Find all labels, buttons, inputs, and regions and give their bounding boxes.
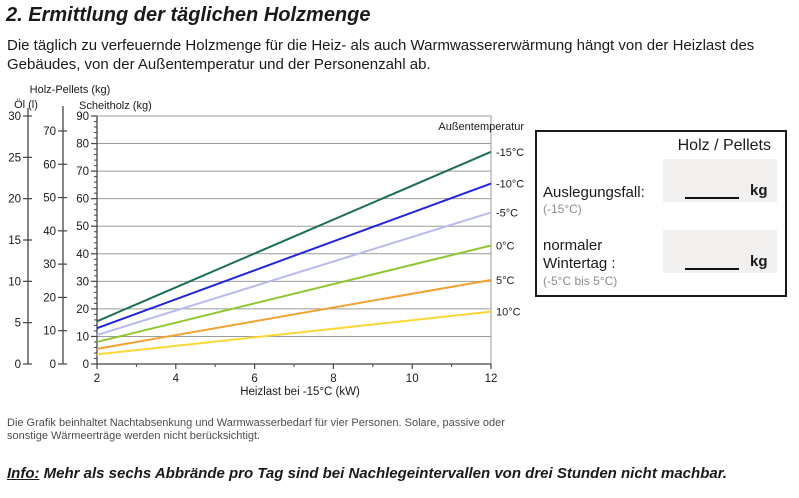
worksheet-header: Holz / Pellets [677,137,771,154]
x-tick-label: 8 [330,373,336,385]
wintertag-input-field[interactable] [663,230,777,273]
info-text: Mehr als sechs Abbrände pro Tag sind bei… [43,465,727,482]
chart-footnote: Die Grafik beinhaltet Nachtabsenkung und… [7,417,505,442]
series-line-5°C [96,278,492,350]
oel-axis-title: Öl (l) [14,99,38,111]
pellets-tick-label: 40 [43,226,56,238]
legend-title: Außentemperatur [438,121,524,133]
series-label: -10°C [496,179,524,191]
x-tick-label: 4 [173,373,180,385]
oel-tick-label: 30 [8,111,21,123]
pellets-axis-title: Holz-Pellets (kg) [30,84,111,96]
oel-tick-label: 25 [8,152,21,164]
scheitholz-axis-title: Scheitholz (kg) [79,100,152,112]
label-line: normaler [543,237,603,254]
series-label: -15°C [496,147,524,159]
scheitholz-tick-label: 50 [76,221,89,233]
label-line: Auslegungsfall: [543,184,645,201]
scheitholz-tick-label: 20 [76,304,89,316]
auslegungsfall-sublabel: (-15°C) [543,202,582,216]
x-axis-title: Heizlast bei -15°C (kW) [240,386,360,398]
oel-tick-label: 10 [8,276,21,288]
x-tick-label: 12 [485,373,498,385]
series-label: 0°C [496,241,515,253]
series-line--10°C [96,182,492,330]
oel-tick-label: 5 [15,318,21,330]
auslegungsfall-label: Auslegungsfall: [543,184,645,202]
wintertag-unit: kg [750,253,768,270]
series-line-10°C [96,310,492,356]
wintertag-label: normaler Wintertag : [543,237,616,273]
page-title: 2. Ermittlung der täglichen Holzmenge [6,4,371,26]
info-line: Info: Mehr als sechs Abbrände pro Tag si… [7,465,727,482]
scheitholz-tick-label: 60 [76,194,89,206]
label-line: Wintertag : [543,255,616,272]
oel-tick-label: 20 [8,194,21,206]
wintertag-blank-line[interactable] [685,268,739,270]
auslegungsfall-input-field[interactable] [663,159,777,202]
scheitholz-tick-label: 80 [76,139,89,151]
oel-tick-label: 15 [8,235,21,247]
series-label: 10°C [496,307,521,319]
holzmenge-chart: Öl (l) 0 5 10 15 20 25 30 Holz-Pellets (kg) 0 10 20… [0,82,535,412]
worksheet-box: Holz / Pellets Auslegungsfall: (-15°C) k… [535,130,787,297]
series-line--5°C [96,211,492,337]
x-tick-label: 2 [94,373,100,385]
pellets-tick-label: 50 [43,193,56,205]
series-line--15°C [96,150,492,323]
pellets-tick-label: 20 [43,292,56,304]
oel-tick-label: 0 [15,359,21,371]
pellets-tick-label: 30 [43,259,56,271]
scheitholz-tick-label: 90 [76,111,89,123]
series-label: -5°C [496,207,518,219]
auslegungsfall-blank-line[interactable] [685,197,739,199]
series-line-0°C [96,244,492,343]
scheitholz-tick-label: 30 [76,276,89,288]
plot-area [96,115,492,365]
series-label: 5°C [496,275,515,287]
wintertag-sublabel: (-5°C bis 5°C) [543,274,618,288]
scheitholz-tick-label: 10 [76,331,89,343]
pellets-tick-label: 10 [43,326,56,338]
x-tick-label: 10 [406,373,419,385]
pellets-tick-label: 60 [43,159,56,171]
intro-paragraph: Die täglich zu verfeuernde Holzmenge für… [7,37,755,73]
scheitholz-tick-label: 40 [76,249,89,261]
info-label: Info: [7,465,40,482]
auslegungsfall-unit: kg [750,182,768,199]
scheitholz-tick-label: 0 [83,359,89,371]
pellets-tick-label: 70 [43,126,56,138]
scheitholz-tick-label: 70 [76,166,89,178]
x-tick-label: 6 [251,373,257,385]
pellets-tick-label: 0 [50,359,56,371]
